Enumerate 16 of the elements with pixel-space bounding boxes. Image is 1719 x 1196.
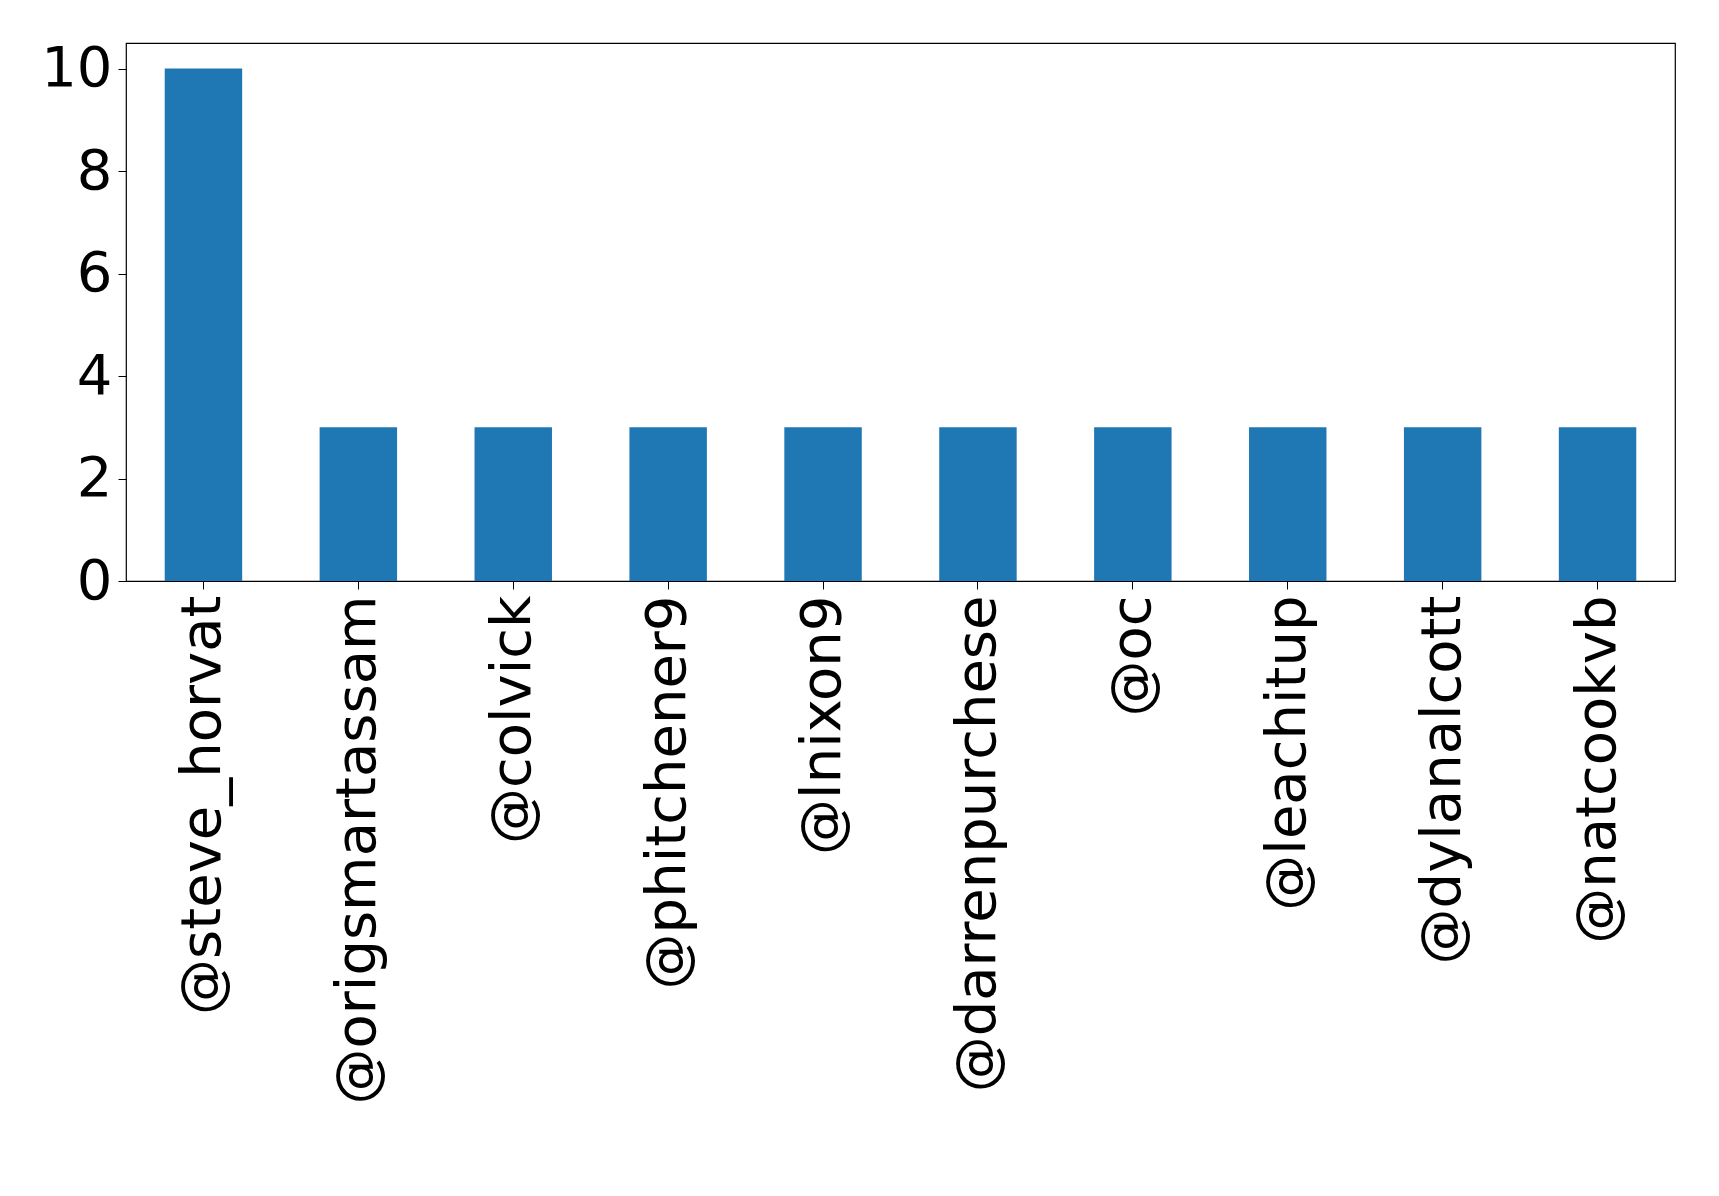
x-tick-label: @origsmartassam — [323, 595, 389, 1105]
x-tick-label: @lnixon9 — [788, 595, 854, 855]
x-tick-label: @dylanalcott — [1407, 595, 1473, 965]
y-tick-label: 10 — [41, 34, 113, 100]
y-tick-label: 6 — [76, 239, 113, 305]
y-tick-label: 2 — [76, 444, 113, 510]
x-tick-label: @oc — [1097, 595, 1163, 717]
x-tick-label: @leachitup — [1252, 595, 1318, 911]
y-tick-label: 4 — [76, 341, 113, 407]
x-tick-label: @phitchener9 — [633, 595, 699, 990]
y-tick-label: 8 — [76, 136, 113, 202]
x-tick-label: @natcookvb — [1562, 595, 1628, 944]
y-tick-label: 0 — [76, 546, 113, 612]
x-tick-label: @darrenpurchese — [942, 595, 1008, 1093]
x-tick-label: @colvick — [478, 594, 544, 845]
x-tick-label: @steve_horvat — [168, 595, 234, 1015]
